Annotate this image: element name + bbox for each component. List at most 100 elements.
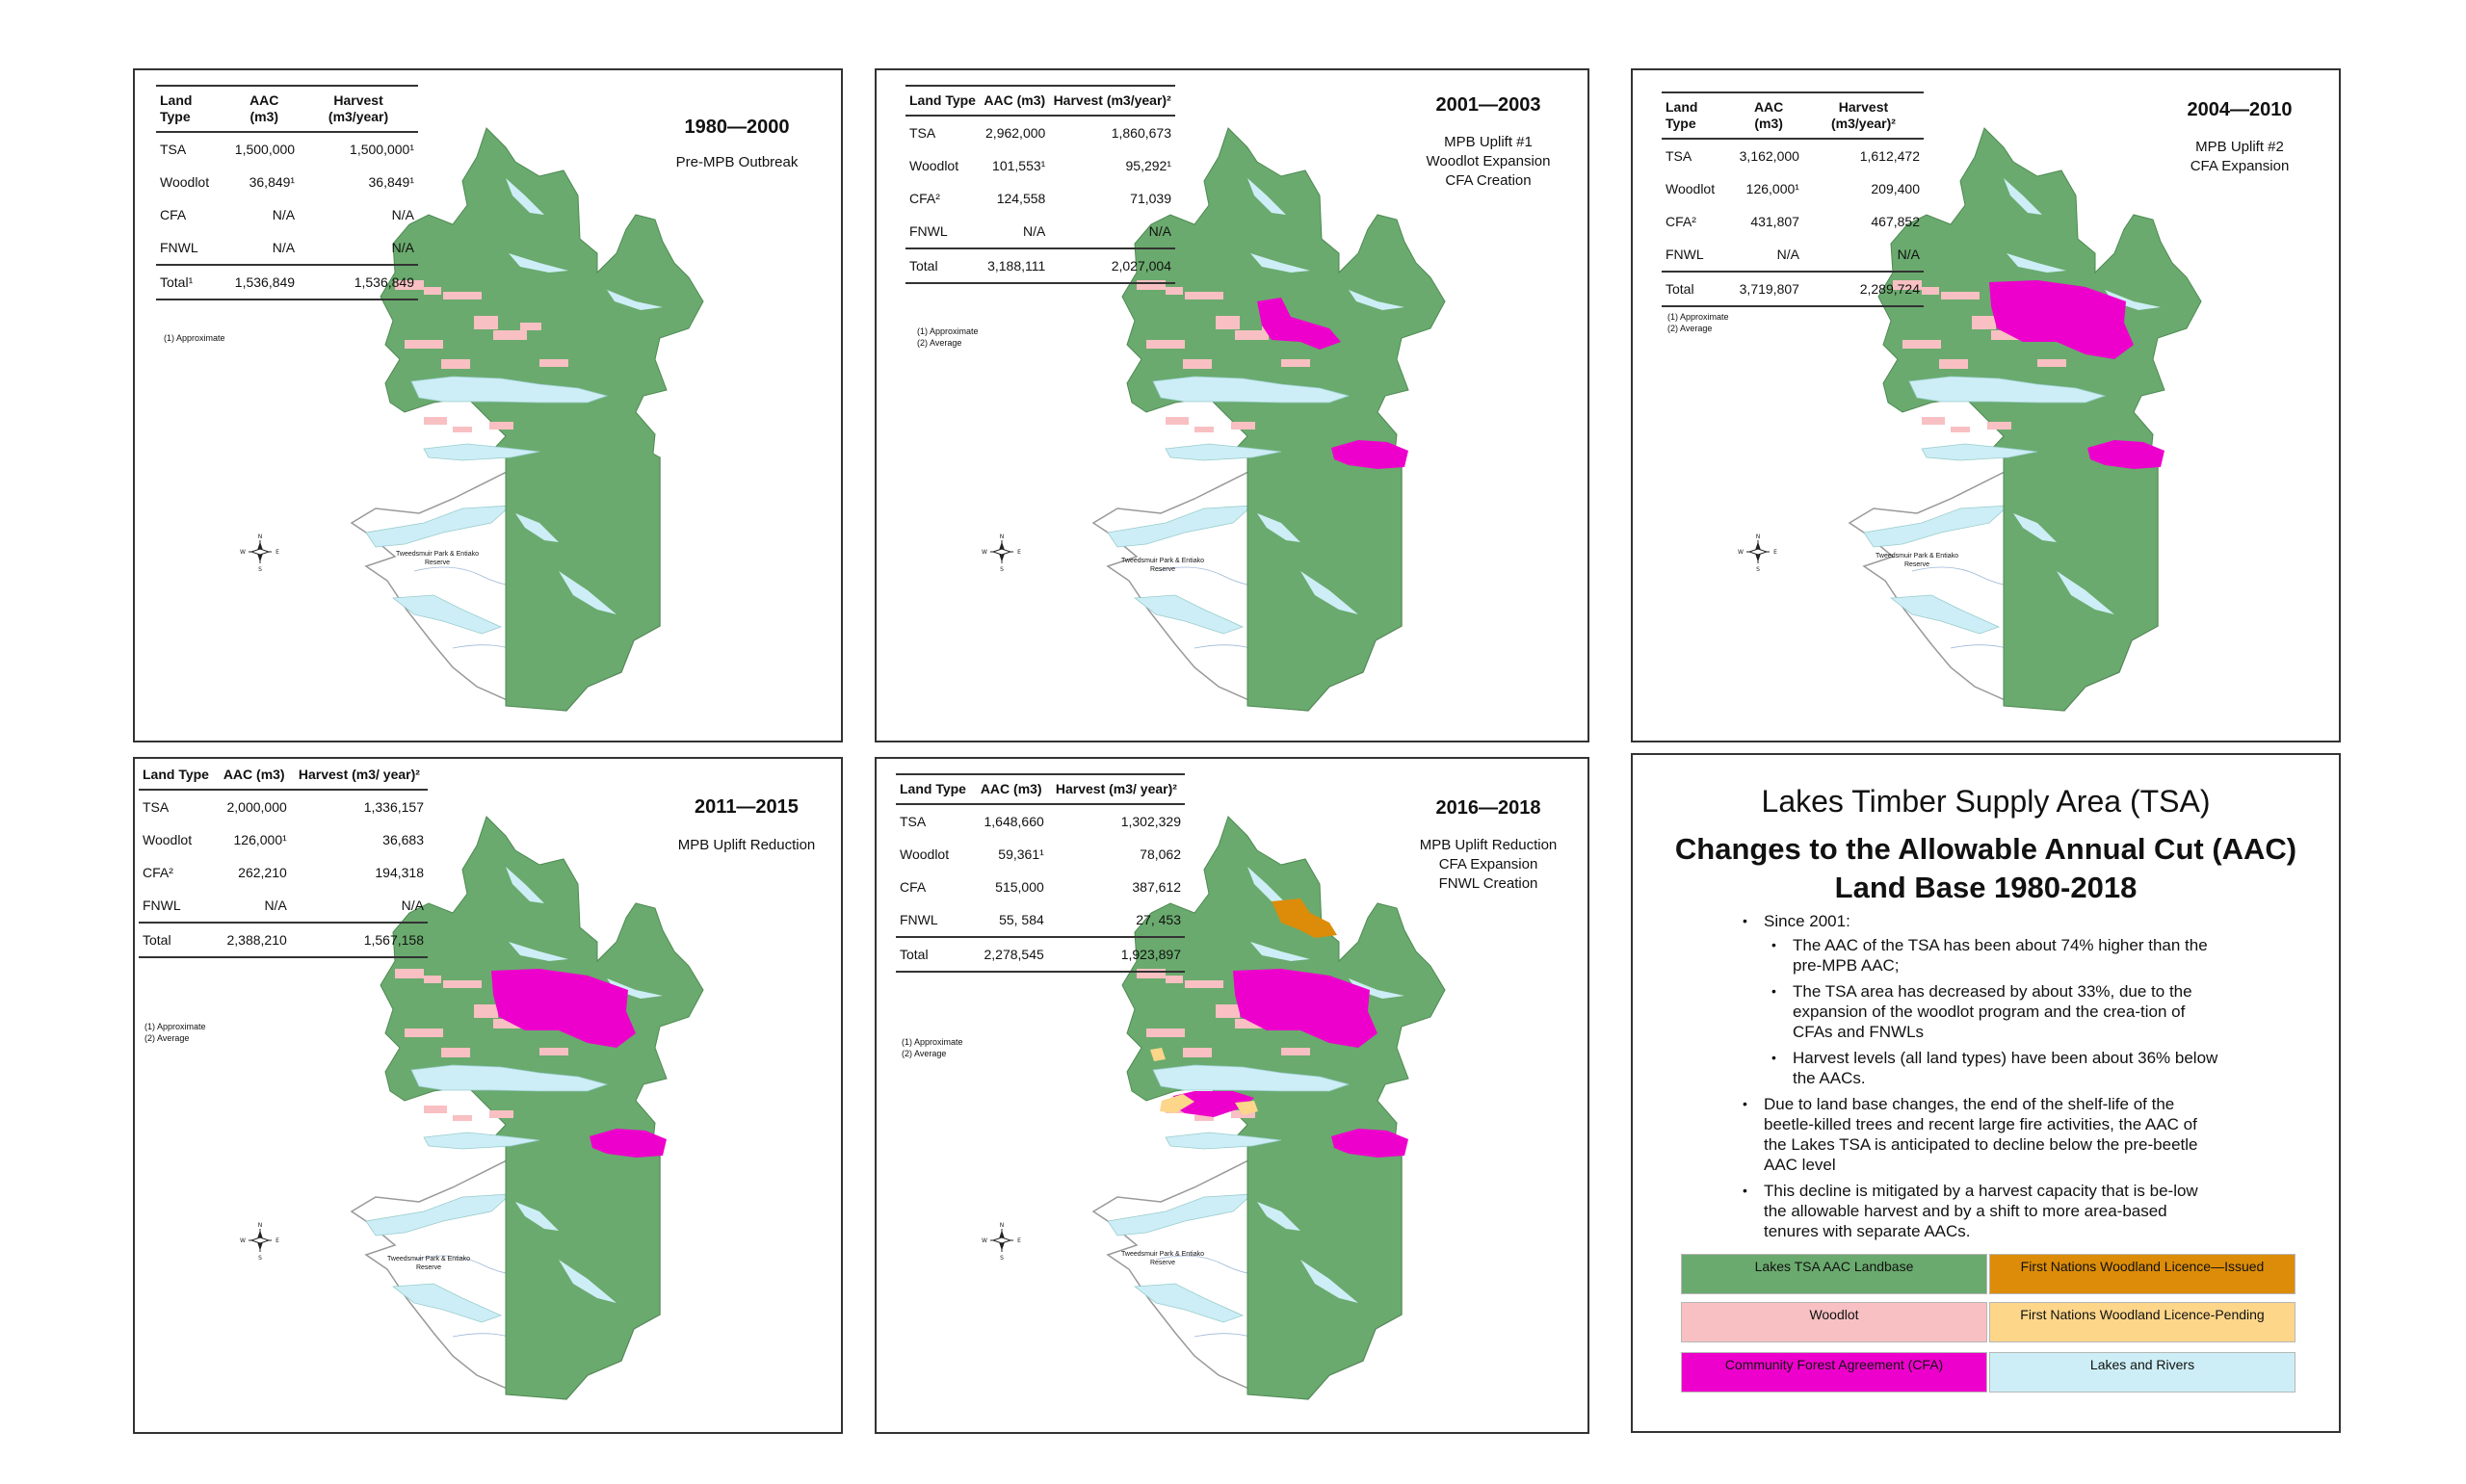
sub-bullet-item: The TSA area has decreased by about 33%,… xyxy=(1764,981,2220,1042)
cell-aac: 515,000 xyxy=(995,879,1044,895)
cell-land: TSA xyxy=(900,814,927,829)
legend-key-fnwl-pending: First Nations Woodland Licence-Pending xyxy=(1989,1302,2295,1342)
summary-legend-panel: Lakes Timber Supply Area (TSA) Changes t… xyxy=(1631,753,2341,1433)
map-panel-2011-2015: Land Type AAC (m3) Harvest (m3/ year)² TSA… xyxy=(133,757,843,1434)
col-land-type: Land Type xyxy=(905,86,981,117)
map-panel-2004-2010: Land Type AAC (m3) Harvest (m3/year)² TSA 3… xyxy=(1631,68,2341,742)
cell-harvest: 194,318 xyxy=(375,865,424,880)
cell-harvest: 1,336,157 xyxy=(363,799,424,815)
cell-aac: 124,558 xyxy=(996,191,1046,206)
cell-land: FNWL xyxy=(1666,247,1704,262)
cell-aac: N/A xyxy=(264,898,287,913)
panel-period-title: 2016—2018 xyxy=(1435,797,1541,819)
col-aac: AAC (m3) xyxy=(217,761,291,791)
cell-aac: 2,278,545 xyxy=(974,936,1048,973)
panel-period-title: 2004—2010 xyxy=(2187,99,2293,120)
cell-harvest: 1,500,000¹ xyxy=(350,142,414,157)
col-land-type: Land Type xyxy=(1662,92,1735,140)
col-harvest: Harvest (m3/year)² xyxy=(1802,92,1924,140)
cell-harvest: N/A xyxy=(391,207,414,222)
cell-harvest: 1,612,472 xyxy=(1859,148,1920,164)
cell-land: CFA xyxy=(900,879,927,895)
bullet-text: Harvest levels (all land types) have bee… xyxy=(1793,1049,2218,1087)
cell-aac: 55, 584 xyxy=(999,912,1044,927)
col-land-type: Land Type xyxy=(896,774,975,805)
col-land-type: Land Type xyxy=(156,86,230,133)
cell-aac: 126,000¹ xyxy=(233,832,287,847)
cell-land: TSA xyxy=(160,142,187,157)
cell-land: Woodlot xyxy=(909,158,959,173)
panel-subtitle: MPB Uplift Reduction CFA Expansion FNWL … xyxy=(1419,837,1558,892)
cell-harvest: N/A xyxy=(1897,247,1920,262)
cell-aac: 2,388,210 xyxy=(217,922,291,958)
cell-land: FNWL xyxy=(143,898,181,913)
cell-harvest: 387,612 xyxy=(1132,879,1181,895)
cell-land: TSA xyxy=(909,125,936,141)
col-aac: AAC (m3) xyxy=(1734,92,1803,140)
cell-land: Woodlot xyxy=(143,832,193,847)
table-notes: (1) Approximate (2) Average xyxy=(144,1022,206,1043)
panel-period-title: 2011—2015 xyxy=(695,796,799,818)
bullet-text: Due to land base changes, the end of the… xyxy=(1764,1095,2198,1174)
cell-land: FNWL xyxy=(160,240,198,255)
cell-aac: 3,719,807 xyxy=(1734,271,1803,307)
cell-aac: 1,500,000 xyxy=(234,142,296,157)
cell-harvest: 36,849¹ xyxy=(368,174,414,190)
panel-subtitle: MPB Uplift #1 Woodlot Expansion CFA Crea… xyxy=(1426,134,1551,189)
cell-harvest: 2,289,724 xyxy=(1802,271,1924,307)
legend-key-woodlot: Woodlot xyxy=(1681,1302,1987,1342)
legend-key-tsa-landbase: Lakes TSA AAC Landbase xyxy=(1681,1254,1987,1294)
map-panel-1980-2000: Land Type AAC (m3) Harvest (m3/year) TSA 1,… xyxy=(133,68,843,742)
cell-harvest: 1,923,897 xyxy=(1047,936,1185,973)
cell-harvest: 209,400 xyxy=(1871,181,1920,196)
legend-key-cfa: Community Forest Agreement (CFA) xyxy=(1681,1352,1987,1393)
summary-title: Lakes Timber Supply Area (TSA) xyxy=(1761,784,2211,819)
cell-harvest: 27, 453 xyxy=(1136,912,1181,927)
park-label: Tweedsmuir Park & Entiako Reserve xyxy=(396,551,479,566)
col-aac: AAC (m3) xyxy=(229,86,300,133)
cell-harvest: 2,027,004 xyxy=(1049,247,1175,284)
cell-aac: 3,188,111 xyxy=(980,247,1050,284)
cell-aac: 1,536,849 xyxy=(229,264,300,300)
col-harvest: Harvest (m3/ year)² xyxy=(290,761,428,791)
bullet-text: Since 2001: xyxy=(1764,912,1850,930)
bullet-text: The AAC of the TSA has been about 74% hi… xyxy=(1793,936,2208,975)
table-notes: (1) Approximate (2) Average xyxy=(1667,312,1729,333)
cell-land: CFA² xyxy=(909,191,940,206)
cell-harvest: 467,852 xyxy=(1871,214,1920,229)
cell-harvest: 36,683 xyxy=(382,832,424,847)
bullet-item: Since 2001: The AAC of the TSA has been … xyxy=(1739,911,2220,1088)
cell-aac: N/A xyxy=(272,207,296,222)
cell-harvest: 71,039 xyxy=(1130,191,1171,206)
park-label: Tweedsmuir Park & Entiako Reserve xyxy=(1121,558,1204,573)
cell-land: CFA² xyxy=(1666,214,1696,229)
cell-harvest: 1,860,673 xyxy=(1111,125,1171,141)
cell-land: Total¹ xyxy=(156,264,230,300)
bullet-text: This decline is mitigated by a harvest c… xyxy=(1764,1182,2198,1240)
park-label: Tweedsmuir Park & Entiako Reserve xyxy=(1121,1251,1204,1266)
cell-aac: 2,962,000 xyxy=(985,125,1046,141)
cell-harvest: N/A xyxy=(401,898,424,913)
table-notes: (1) Approximate xyxy=(164,333,225,343)
cell-harvest: 1,536,849 xyxy=(299,264,418,300)
aac-table: Land Type AAC (m3) Harvest (m3/year)² TSA 2… xyxy=(905,85,1175,284)
col-harvest: Harvest (m3/year)² xyxy=(1049,86,1175,117)
sub-bullet-item: The AAC of the TSA has been about 74% hi… xyxy=(1764,935,2220,976)
cell-land: Woodlot xyxy=(160,174,210,190)
cell-aac: N/A xyxy=(272,240,296,255)
cell-aac: 262,210 xyxy=(238,865,287,880)
panel-subtitle: MPB Uplift Reduction xyxy=(677,837,816,853)
summary-heading-line1: Changes to the Allowable Annual Cut (AAC… xyxy=(1674,832,2297,866)
cell-land: Woodlot xyxy=(900,846,950,862)
bullet-text: The TSA area has decreased by about 33%,… xyxy=(1793,982,2192,1041)
park-label: Tweedsmuir Park & Entiako Reserve xyxy=(387,1256,470,1271)
aac-table: Land Type AAC (m3) Harvest (m3/year) TSA 1,… xyxy=(156,85,418,300)
cell-aac: 1,648,660 xyxy=(984,814,1044,829)
cell-aac: N/A xyxy=(1022,223,1046,239)
cell-land: FNWL xyxy=(900,912,938,927)
cell-aac: 2,000,000 xyxy=(226,799,287,815)
cell-land: TSA xyxy=(1666,148,1692,164)
bullet-item: Due to land base changes, the end of the… xyxy=(1739,1094,2220,1175)
sub-bullet-item: Harvest levels (all land types) have bee… xyxy=(1764,1048,2220,1088)
table-notes: (1) Approximate (2) Average xyxy=(917,326,979,348)
